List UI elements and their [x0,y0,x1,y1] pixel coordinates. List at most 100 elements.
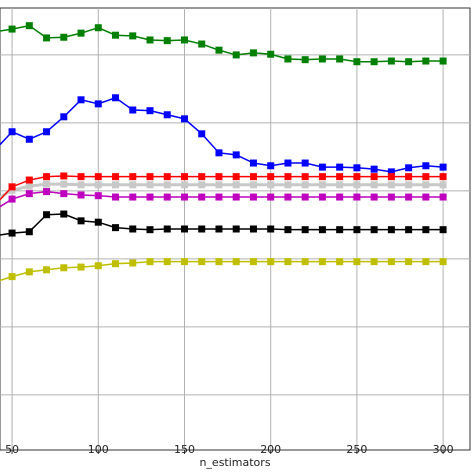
point-marker [439,57,447,65]
point-marker [198,225,206,233]
point-marker [43,180,51,188]
series-line [0,24,444,63]
point-marker [180,181,188,189]
point-marker [267,173,275,181]
point-marker [198,181,206,189]
point-marker [129,259,137,267]
plot-frame [0,7,471,451]
point-marker [8,229,16,237]
point-marker [112,173,120,181]
point-marker [267,50,275,58]
point-marker [353,258,361,266]
point-marker [198,258,206,266]
point-marker [405,193,413,201]
point-marker [94,218,102,226]
point-marker [301,258,309,266]
point-marker [60,172,68,180]
point-marker [267,258,275,266]
point-marker [353,226,361,234]
point-marker [284,193,292,201]
point-marker [43,188,51,196]
point-marker [112,224,120,232]
point-marker [8,128,16,136]
point-marker [232,181,240,189]
point-marker [284,226,292,234]
point-marker [387,258,395,266]
point-marker [301,193,309,201]
point-marker [25,190,33,198]
point-marker [267,193,275,201]
point-marker [94,262,102,270]
point-marker [180,36,188,44]
point-marker [60,113,68,121]
point-marker [77,217,85,225]
point-marker [25,228,33,236]
point-marker [318,258,326,266]
point-marker [198,130,206,138]
point-marker [301,56,309,64]
point-marker [112,31,120,39]
x-axis-label: n_estimators [199,456,270,469]
point-marker [301,173,309,181]
x-tick-label: 100 [88,443,109,456]
point-marker [284,173,292,181]
point-marker [77,181,85,189]
point-marker [25,268,33,276]
point-marker [198,193,206,201]
x-tick-label: 300 [433,443,454,456]
point-marker [163,258,171,266]
point-marker [422,57,430,65]
point-marker [180,173,188,181]
point-marker [232,173,240,181]
point-marker [129,181,137,189]
point-marker [232,51,240,59]
point-marker [232,151,240,159]
point-marker [336,55,344,63]
point-marker [439,173,447,181]
point-marker [353,173,361,181]
point-marker [370,181,378,189]
point-marker [215,149,223,157]
point-marker [94,100,102,108]
point-marker [387,181,395,189]
point-marker [387,173,395,181]
point-marker [422,226,430,234]
point-marker [318,163,326,171]
point-marker [267,181,275,189]
point-marker [353,193,361,201]
point-marker [405,226,413,234]
point-marker [60,190,68,198]
point-marker [43,211,51,219]
point-marker [60,264,68,272]
point-marker [180,193,188,201]
point-marker [336,193,344,201]
point-marker [439,163,447,171]
point-marker [146,107,154,115]
point-marker [112,94,120,102]
point-marker [25,135,33,143]
point-marker [215,225,223,233]
point-marker [336,181,344,189]
point-marker [284,258,292,266]
point-marker [318,173,326,181]
point-marker [198,40,206,48]
point-marker [267,225,275,233]
point-marker [336,173,344,181]
point-marker [77,173,85,181]
point-marker [129,193,137,201]
point-marker [370,258,378,266]
point-marker [405,58,413,66]
point-marker [129,106,137,114]
point-marker [439,181,447,189]
point-marker [422,162,430,170]
point-marker [180,225,188,233]
point-marker [353,58,361,66]
point-marker [318,181,326,189]
point-marker [232,258,240,266]
point-marker [249,193,257,201]
point-marker [146,193,154,201]
point-marker [112,260,120,268]
point-marker [215,193,223,201]
x-tick-label: 200 [260,443,281,456]
point-marker [249,159,257,167]
